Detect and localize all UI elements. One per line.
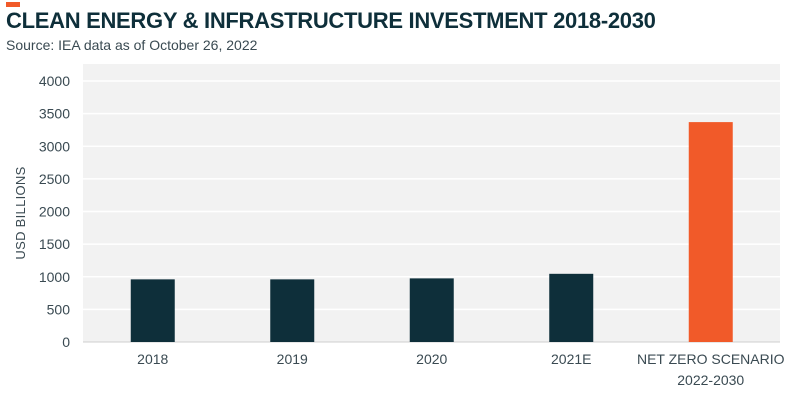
bar [688, 122, 733, 342]
x-tick-label: 2019 [277, 351, 308, 367]
bar [270, 279, 315, 342]
y-tick-label: 3000 [39, 138, 70, 154]
x-tick-label: NET ZERO SCENARIO [637, 351, 785, 367]
bar [130, 279, 175, 342]
x-axis-ticks: 2018 2019 2020 2021E NET ZERO SCENARIO 2022-2… [137, 351, 784, 388]
x-tick-label: 2018 [137, 351, 168, 367]
y-axis-label: USD BILLIONS [13, 166, 28, 259]
y-tick-label: 500 [47, 301, 71, 317]
bars [130, 122, 733, 342]
title-accent-bar [6, 2, 20, 7]
y-tick-label: 2500 [39, 171, 70, 187]
y-tick-label: 1500 [39, 236, 70, 252]
x-tick-label: 2022-2030 [677, 372, 744, 388]
x-tick-label: 2020 [416, 351, 447, 367]
chart-subtitle: Source: IEA data as of October 26, 2022 [6, 37, 258, 53]
bar [549, 273, 594, 342]
y-tick-label: 4000 [39, 73, 70, 89]
chart-title: CLEAN ENERGY & INFRASTRUCTURE INVESTMENT… [6, 8, 656, 33]
y-axis-ticks: 0 500 1000 1500 2000 2500 3000 3500 4000 [39, 73, 70, 350]
y-tick-label: 3500 [39, 106, 70, 122]
bar [409, 278, 454, 342]
x-tick-label: 2021E [551, 351, 591, 367]
y-tick-label: 2000 [39, 204, 70, 220]
y-tick-label: 0 [62, 334, 70, 350]
y-tick-label: 1000 [39, 269, 70, 285]
